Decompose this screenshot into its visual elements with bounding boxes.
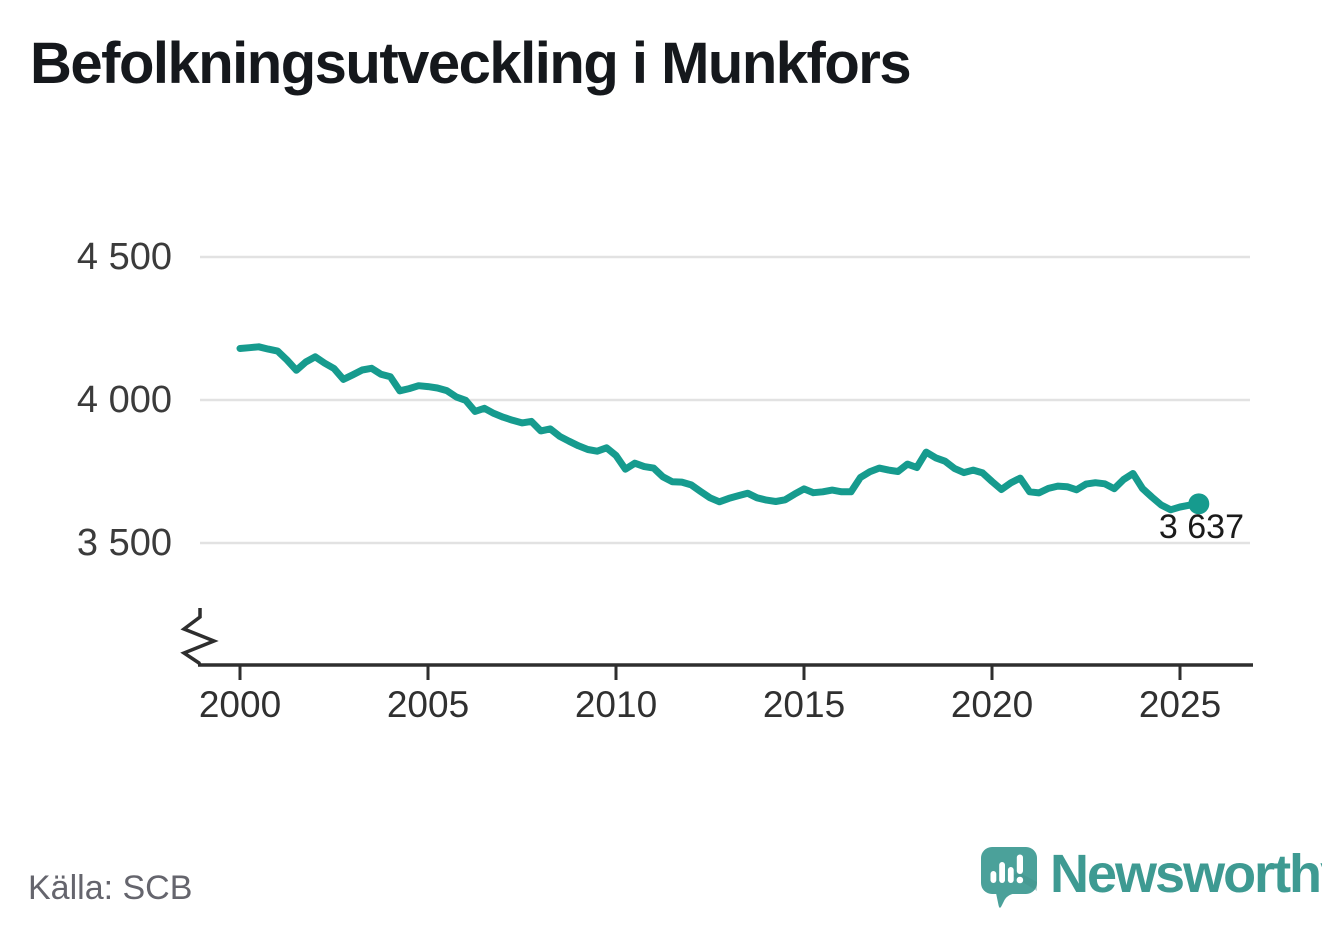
last-value-label: 3 637	[1158, 508, 1244, 546]
newsworthy-bubble-icon	[981, 847, 1037, 908]
newsworthy-wordmark: Newsworthy	[1050, 844, 1322, 904]
population-line	[236, 343, 1203, 514]
chart-title: Befolkningsutveckling i Munkfors	[30, 31, 912, 96]
x-tick-label: 2015	[762, 684, 846, 725]
x-tick-label: 2020	[950, 684, 1034, 725]
x-tick-label: 2025	[1138, 684, 1222, 725]
x-tick-label: 2010	[574, 684, 658, 725]
y-tick-label: 4 500	[76, 236, 172, 278]
y-tick-label: 4 000	[76, 379, 172, 421]
newsworthy-logo: Newsworthy	[980, 844, 1322, 924]
x-tick-label: 2005	[386, 684, 470, 725]
x-tick-label: 2000	[198, 684, 282, 725]
axis-break-zigzag-icon	[180, 608, 219, 666]
gridlines	[200, 255, 1250, 545]
y-tick-label: 3 500	[76, 522, 172, 564]
last-point-marker	[1188, 493, 1210, 515]
source-note: Källa: SCB	[28, 869, 193, 907]
x-axis	[198, 663, 1253, 680]
